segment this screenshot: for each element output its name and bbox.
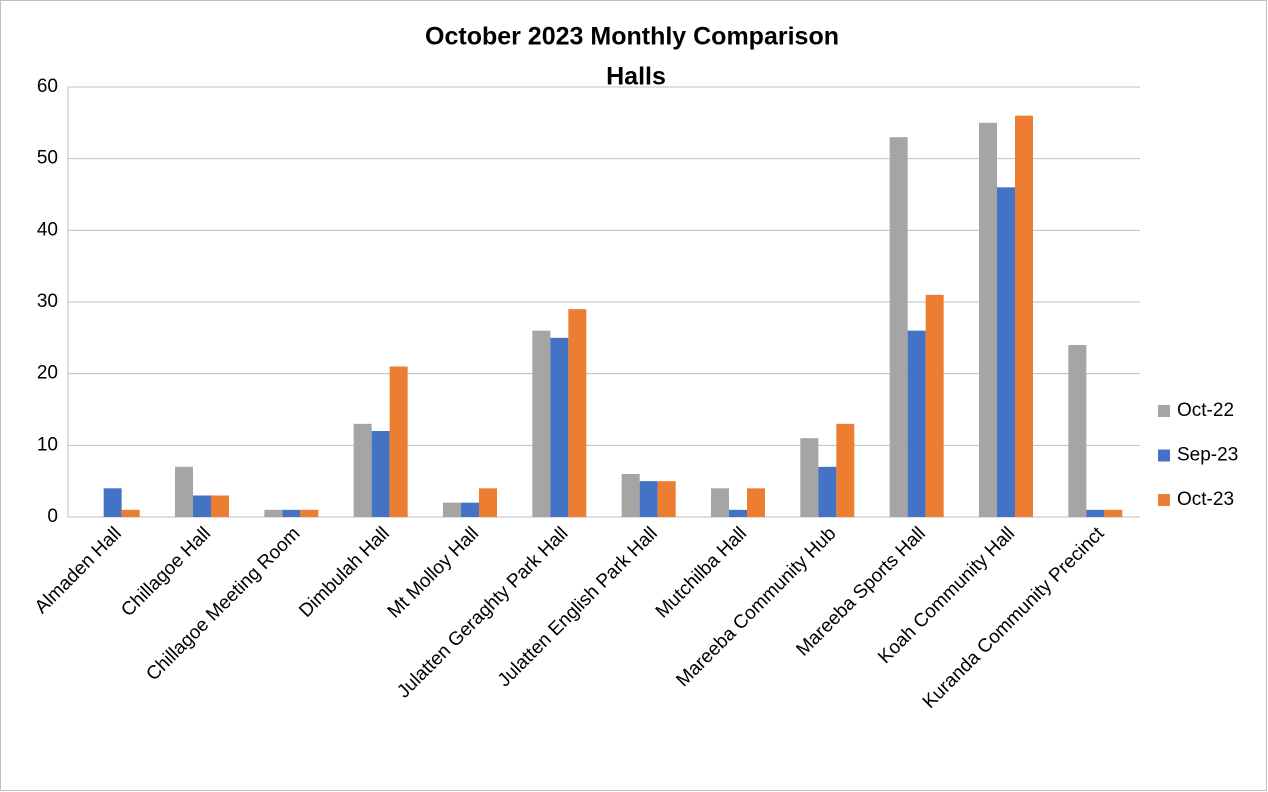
bar — [1068, 345, 1087, 517]
bar — [389, 366, 408, 517]
bar — [800, 438, 819, 517]
y-tick-label: 40 — [37, 219, 58, 240]
bar — [211, 495, 229, 517]
bar — [550, 337, 569, 517]
chart-subtitle: Halls — [606, 63, 666, 91]
bar — [1086, 509, 1105, 517]
bar — [836, 423, 855, 517]
bar — [282, 509, 301, 517]
legend-swatch — [1158, 494, 1170, 506]
bar — [711, 488, 729, 517]
chart-title: October 2023 Monthly Comparison — [425, 23, 839, 51]
bar — [747, 488, 765, 517]
legend-swatch — [1158, 449, 1170, 462]
bar — [121, 509, 140, 517]
bar — [443, 502, 461, 517]
bar — [461, 502, 479, 517]
legend-label: Oct-22 — [1177, 400, 1234, 421]
bar — [532, 330, 551, 517]
bar — [979, 122, 997, 517]
bar — [353, 423, 372, 517]
bar — [657, 481, 676, 517]
bar — [479, 488, 497, 517]
y-tick-label: 30 — [37, 291, 58, 312]
legend-label: Sep-23 — [1177, 445, 1238, 466]
bar — [193, 495, 211, 517]
bar — [264, 509, 283, 517]
bar — [371, 431, 390, 517]
bar — [997, 187, 1015, 518]
y-tick-label: 20 — [37, 363, 58, 384]
bar — [818, 466, 837, 517]
bar — [729, 509, 747, 517]
y-tick-label: 50 — [37, 148, 58, 169]
bar — [103, 488, 122, 517]
bar — [1104, 509, 1123, 517]
bar — [568, 309, 587, 517]
bar — [925, 294, 944, 517]
bar — [639, 481, 658, 517]
bar — [907, 330, 926, 517]
bar — [621, 474, 640, 517]
y-tick-label: 0 — [47, 506, 58, 527]
legend-label: Oct-23 — [1177, 489, 1234, 510]
bar — [300, 509, 319, 517]
bar — [175, 466, 193, 517]
y-tick-label: 10 — [37, 434, 58, 455]
y-tick-label: 60 — [37, 76, 58, 97]
bar — [1015, 115, 1033, 518]
bar — [889, 137, 908, 517]
legend-swatch — [1158, 405, 1170, 417]
